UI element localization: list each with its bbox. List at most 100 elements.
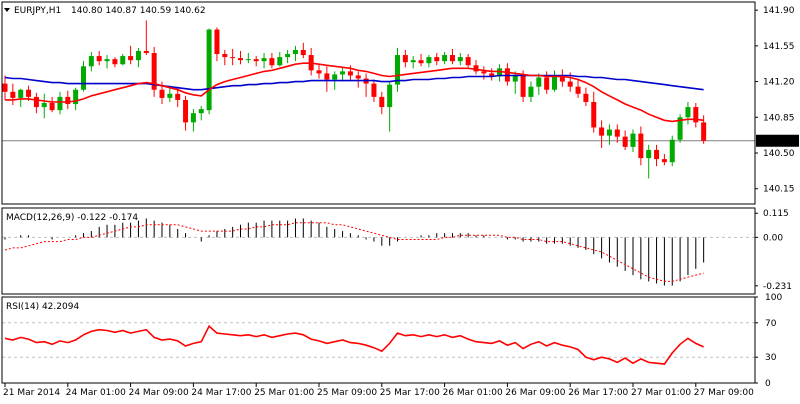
price-axis-label: 140.15: [763, 185, 795, 195]
candle-body: [10, 91, 16, 98]
rsi-axis-label: 30: [765, 353, 777, 363]
candle-body: [238, 58, 243, 61]
candle-body: [622, 136, 628, 147]
reference-lines: [2, 140, 755, 358]
candle-body: [49, 103, 55, 111]
candle-body: [418, 60, 424, 64]
time-axis-label: 27 Mar 01:00: [631, 388, 691, 398]
time-axis-label: 25 Mar 17:00: [380, 388, 440, 398]
price-axis-label: 141.90: [763, 6, 795, 16]
candle-body: [73, 89, 79, 105]
current-price-box: [756, 134, 799, 147]
candle-body: [426, 57, 432, 64]
candle-body: [151, 53, 157, 90]
candle-body: [520, 75, 526, 97]
candle-body: [198, 109, 204, 114]
candle-body: [599, 127, 605, 136]
chart-ohlc-values: 140.80 140.87 140.59 140.62: [71, 6, 206, 16]
candle-body: [292, 49, 298, 55]
candle-body: [33, 96, 39, 108]
candle-body: [630, 133, 636, 147]
rsi-panel-frame: [1, 296, 756, 384]
time-axis-label: 26 Mar 09:00: [505, 388, 565, 398]
candle-body: [497, 68, 503, 77]
candle-body: [677, 117, 683, 140]
candle-body: [379, 96, 385, 108]
candle-body: [324, 73, 330, 80]
candle-body: [473, 65, 479, 72]
candle-body: [18, 89, 24, 98]
candle-body: [449, 55, 455, 62]
collapse-triangle-icon[interactable]: [4, 8, 10, 12]
time-axis-label: 25 Mar 01:00: [254, 388, 314, 398]
time-axis-label: 26 Mar 01:00: [443, 388, 503, 398]
candle-body: [646, 149, 652, 159]
time-axis-label: 24 Mar 09:00: [129, 388, 189, 398]
candle-body: [277, 57, 283, 66]
candle-body: [355, 75, 361, 79]
candle-body: [512, 75, 518, 82]
rsi-axis-label: 70: [765, 319, 777, 329]
macd-axis-label: 0.00: [763, 233, 783, 243]
candle-body: [442, 55, 448, 62]
candle-body: [261, 58, 267, 62]
candle-body: [269, 58, 275, 66]
candle-body: [167, 93, 173, 98]
candle-body: [434, 57, 440, 62]
candle-body: [669, 139, 675, 163]
macd-panel-frame: [1, 207, 756, 295]
candle-body: [465, 57, 471, 66]
moving-average-fast-line: [5, 62, 704, 123]
time-axis-label: 25 Mar 09:00: [317, 388, 377, 398]
rsi-axis-label: 0: [765, 379, 771, 389]
candle-body: [175, 93, 181, 100]
candle-body: [371, 83, 377, 97]
candle-body: [183, 99, 189, 123]
candle-body: [544, 77, 550, 90]
candle-body: [536, 77, 542, 87]
candle-body: [583, 93, 589, 102]
candle-body: [143, 50, 149, 54]
candle-body: [701, 122, 707, 141]
price-axis-label: 140.50: [763, 149, 795, 159]
candle-body: [65, 96, 71, 105]
candle-body: [88, 56, 94, 67]
candle-body: [104, 59, 110, 62]
candle-body: [654, 149, 660, 160]
candle-body: [112, 59, 118, 65]
candle-body: [528, 86, 534, 97]
candle-body: [591, 101, 597, 128]
candle-body: [41, 103, 47, 108]
rsi-title: RSI(14) 42.2094: [6, 302, 79, 312]
time-axis-label: 21 Mar 2014: [3, 388, 60, 398]
candle-body: [135, 50, 141, 61]
rsi-axis-label: 100: [765, 293, 782, 303]
candle-body: [159, 89, 165, 98]
macd-panel: [4, 218, 705, 286]
candle-body: [26, 89, 32, 97]
candle-body: [402, 55, 408, 63]
time-axis-label: 24 Mar 01:00: [66, 388, 126, 398]
time-axis-label: 26 Mar 17:00: [568, 388, 628, 398]
candle-body: [387, 84, 393, 108]
candle-body: [559, 75, 565, 82]
candle-body: [120, 56, 126, 65]
candle-body: [661, 159, 667, 163]
time-axis-label: 24 Mar 17:00: [191, 388, 251, 398]
moving-average-slow-line: [4, 74, 704, 91]
chart-symbol-title: EURJPY,H1: [14, 6, 61, 16]
candle-body: [567, 81, 573, 87]
price-panel: [2, 20, 707, 179]
candle-body: [81, 66, 86, 90]
candle-body: [2, 83, 8, 92]
current-price-label: 140.62: [761, 137, 793, 147]
candle-body: [96, 56, 102, 62]
candle-body: [190, 113, 196, 123]
candle-body: [206, 29, 212, 111]
candle-body: [230, 57, 236, 59]
candle-body: [300, 49, 306, 56]
candle-body: [410, 60, 416, 63]
